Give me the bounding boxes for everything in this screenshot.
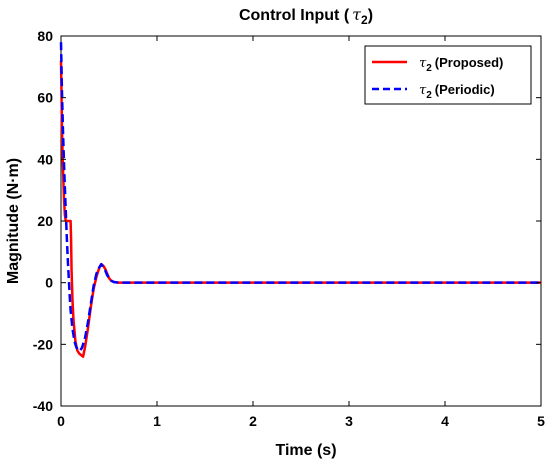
y-tick-label: 60 xyxy=(37,90,53,106)
y-tick-label: -40 xyxy=(33,398,53,414)
y-tick-label: -20 xyxy=(33,336,53,352)
chart-title: Control Input (τ2) xyxy=(239,5,373,27)
y-tick-label: 20 xyxy=(37,213,53,229)
series-layer xyxy=(59,42,541,358)
legend-entry-proposed: τ2 (Proposed) xyxy=(419,55,503,74)
y-tick-label: 0 xyxy=(45,275,53,291)
x-tick-label: 2 xyxy=(249,413,257,429)
legend-box xyxy=(364,45,532,105)
x-tick-label: 5 xyxy=(537,413,545,429)
x-tick-label: 3 xyxy=(345,413,353,429)
x-tick-label: 0 xyxy=(57,413,65,429)
legend: τ2 (Proposed) τ2 (Periodic) xyxy=(364,45,532,105)
x-axis-label: Time (s) xyxy=(275,442,336,459)
x-tick-label: 1 xyxy=(153,413,161,429)
ticks-layer: 0 1 2 3 4 5 -40 -20 0 20 40 60 80 xyxy=(33,28,545,429)
x-tick-label: 4 xyxy=(441,413,449,429)
legend-entry-periodic: τ2 (Periodic) xyxy=(419,82,495,101)
y-tick-label: 40 xyxy=(37,151,53,167)
y-tick-label: 80 xyxy=(37,28,53,44)
series-line-periodic xyxy=(59,42,541,352)
y-axis-label: Magnitude (N·m) xyxy=(5,158,22,284)
